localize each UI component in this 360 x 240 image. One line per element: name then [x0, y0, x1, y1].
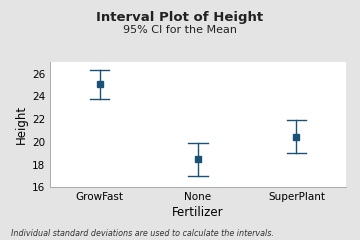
Text: Interval Plot of Height: Interval Plot of Height	[96, 11, 264, 24]
Y-axis label: Height: Height	[15, 105, 28, 144]
Text: 95% CI for the Mean: 95% CI for the Mean	[123, 25, 237, 35]
Text: Individual standard deviations are used to calculate the intervals.: Individual standard deviations are used …	[11, 228, 274, 238]
X-axis label: Fertilizer: Fertilizer	[172, 206, 224, 219]
